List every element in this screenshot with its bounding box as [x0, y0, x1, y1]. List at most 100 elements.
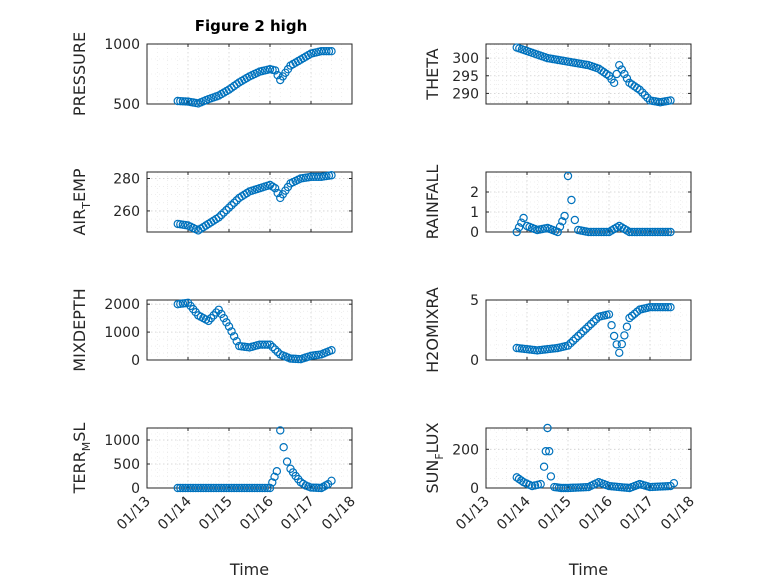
data-point [327, 476, 336, 485]
axes-box [146, 427, 353, 489]
y-tick-label: 2000 [104, 297, 140, 313]
data-point [293, 354, 303, 364]
y-axis-label: RAINFALL [423, 165, 442, 240]
data-point [576, 329, 586, 338]
y-tick-label: 260 [113, 204, 140, 220]
data-point [327, 346, 336, 355]
data-point [640, 90, 650, 100]
y-axis-label: H2OMIXRA [423, 287, 442, 373]
x-tick-label: 01/14 [155, 493, 195, 533]
x-tick-label: 01/17 [617, 494, 657, 534]
data-point [566, 339, 575, 348]
data-point [609, 331, 619, 341]
data-point [632, 307, 642, 316]
x-tick-label: 01/16 [576, 493, 616, 533]
data-point [224, 322, 234, 331]
data-point [543, 423, 552, 433]
data-point [514, 223, 524, 232]
data-point [558, 217, 567, 226]
axes-frame [146, 299, 353, 361]
y-label-rest: LUX [423, 422, 442, 453]
y-label-main: TERR [70, 451, 89, 494]
data-point [609, 78, 619, 88]
data-point [620, 69, 629, 79]
data-point [669, 478, 679, 488]
data-point [265, 340, 275, 349]
data-point [615, 60, 624, 70]
data-point [263, 483, 272, 493]
data-point [324, 47, 334, 56]
y-axis-label: THETA [423, 48, 442, 100]
data-point [617, 339, 627, 349]
y-tick-label: 0 [470, 225, 479, 241]
y-tick-label: 200 [452, 442, 479, 458]
y-tick-label: 0 [131, 481, 140, 497]
data-point [270, 184, 280, 193]
data-point [581, 482, 591, 492]
y-tick-label: 1000 [104, 325, 140, 341]
data-point [567, 195, 576, 205]
y-axis-label: MIXDEPTH [70, 288, 89, 371]
data-point [607, 321, 616, 330]
data-point [181, 97, 190, 106]
data-point [232, 336, 241, 346]
axes-box [146, 43, 353, 105]
data-point [612, 340, 621, 349]
data-point [263, 340, 272, 349]
y-label-main: SUN [423, 460, 442, 494]
y-tick-label: 0 [470, 481, 479, 497]
data-point [265, 483, 275, 493]
data-point [638, 88, 647, 97]
data-point [219, 208, 229, 217]
data-point [563, 341, 573, 350]
y-tick-label: 1000 [104, 433, 140, 449]
y-tick-label: 300 [452, 51, 479, 67]
data-point [563, 171, 573, 181]
data-point [553, 227, 562, 237]
data-point [270, 345, 280, 354]
y-label-subscript: T [80, 202, 93, 210]
x-tick-label: 01/17 [278, 494, 318, 534]
y-label-main: AIR [70, 209, 89, 236]
axes-box [485, 43, 692, 105]
data-point [232, 196, 241, 205]
data-point [512, 227, 521, 237]
data-point [666, 303, 675, 312]
data-point [661, 303, 670, 312]
data-point [581, 324, 591, 333]
data-point [214, 213, 223, 222]
y-label-rest: SL [70, 423, 89, 442]
data-point [206, 313, 216, 323]
data-point [224, 203, 234, 212]
axes-frame [485, 171, 692, 233]
data-point [666, 96, 675, 105]
data-point [620, 331, 629, 340]
subplot: 0 5 H2OMIXRA [423, 287, 692, 373]
subplot: 260 280 AIRTEMP [70, 168, 353, 236]
data-point [630, 309, 639, 318]
data-point [615, 348, 624, 357]
data-point [666, 227, 675, 237]
y-tick-label: 0 [131, 353, 140, 369]
data-point [539, 462, 549, 471]
x-tick-label: 01/16 [237, 493, 277, 533]
x-axis-label: Time [568, 560, 608, 579]
data-point [622, 483, 632, 492]
data-point [227, 327, 236, 336]
x-tick-label: 01/13 [114, 494, 154, 534]
data-point [632, 83, 642, 93]
data-point [617, 65, 627, 74]
axes-frame [146, 43, 353, 105]
y-tick-label: 0 [470, 353, 479, 369]
data-point [227, 201, 236, 210]
x-tick-label: 01/15 [196, 494, 236, 534]
y-label-subscript: F [433, 453, 446, 459]
subplot: 0 1000 2000 MIXDEPTH [70, 288, 353, 372]
data-point [570, 215, 580, 225]
data-point [586, 319, 596, 329]
data-point [560, 211, 569, 221]
data-point [209, 311, 218, 320]
figure-title: Figure 2 high [195, 17, 308, 35]
data-point [279, 443, 288, 452]
